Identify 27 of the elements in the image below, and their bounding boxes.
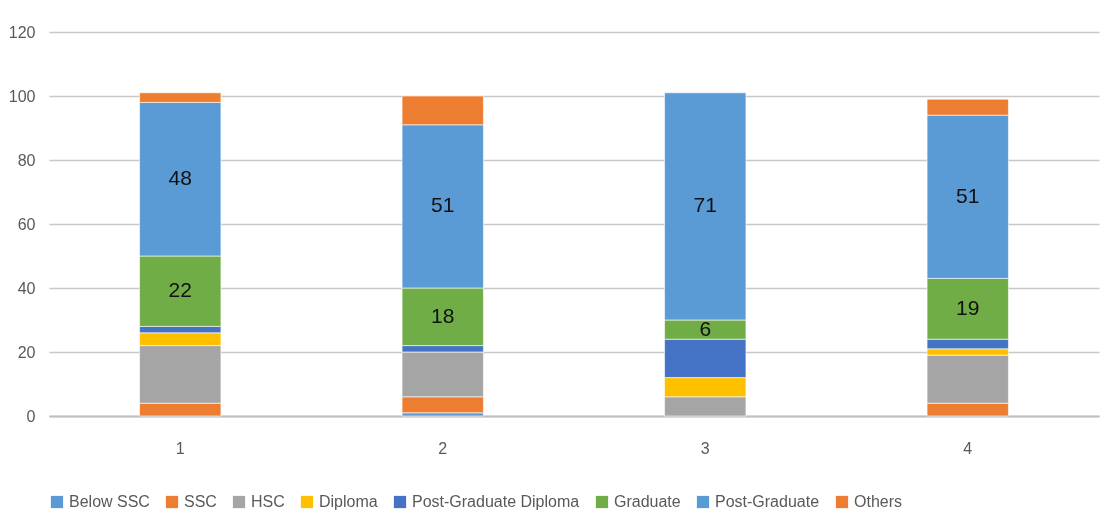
y-tick-label: 20 <box>17 343 36 361</box>
y-tick-label: 60 <box>17 215 36 233</box>
legend-label: Graduate <box>614 493 681 510</box>
data-label: 22 <box>168 278 192 302</box>
legend-label: Below SSC <box>69 493 150 510</box>
legend-label: Post-Graduate Diploma <box>412 493 580 510</box>
data-label: 51 <box>956 183 980 207</box>
data-label: 48 <box>168 166 192 190</box>
legend-label: Diploma <box>319 493 378 510</box>
legend-label: Post-Graduate <box>715 493 820 510</box>
legend-label: Others <box>854 493 903 510</box>
data-label: 6 <box>699 316 712 340</box>
y-tick-label: 40 <box>17 279 36 297</box>
y-tick-label: 80 <box>17 151 36 169</box>
data-label: 19 <box>956 295 980 319</box>
data-label: 51 <box>431 193 455 217</box>
y-tick-label: 0 <box>26 407 36 425</box>
data-label: 18 <box>431 303 455 327</box>
x-tick-label: 2 <box>438 439 448 457</box>
y-tick-label: 100 <box>8 87 36 105</box>
x-tick-label: 1 <box>175 439 185 457</box>
x-tick-label: 4 <box>963 439 973 457</box>
x-tick-label: 3 <box>700 439 710 457</box>
legend-label: HSC <box>251 493 285 510</box>
y-tick-label: 120 <box>8 23 36 41</box>
data-label: 71 <box>693 193 717 217</box>
legend-label: SSC <box>184 493 217 510</box>
